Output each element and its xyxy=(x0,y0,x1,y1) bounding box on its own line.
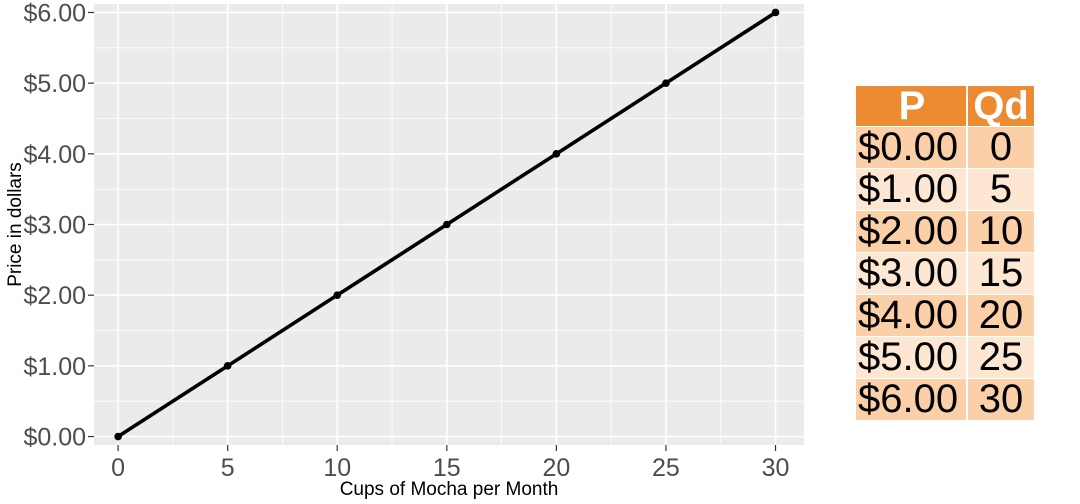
table-row: $2.00 10 xyxy=(856,210,1034,252)
price-cell: $5.00 xyxy=(856,336,968,378)
x-tick-label: 0 xyxy=(111,454,125,482)
price-cell: $2.00 xyxy=(856,210,968,252)
price-cell: $3.00 xyxy=(856,252,968,294)
data-point xyxy=(771,8,780,17)
y-tick-label: $0.00 xyxy=(23,424,86,452)
quantity-cell: 10 xyxy=(968,210,1034,252)
y-tick-label: $1.00 xyxy=(23,353,86,381)
series-layer xyxy=(114,8,780,441)
y-axis-title: Price in dollars xyxy=(5,162,26,287)
quantity-cell: 5 xyxy=(968,168,1034,210)
x-tick-label: 15 xyxy=(433,454,461,482)
table-body: $0.00 0 $1.00 5 $2.00 10 $3.00 15 $4.00 20 $5.00 25… xyxy=(856,126,1034,420)
y-tick-label: $5.00 xyxy=(23,70,86,98)
x-tick-label: 10 xyxy=(323,454,351,482)
price-cell: $1.00 xyxy=(856,168,968,210)
y-tick-label: $6.00 xyxy=(23,0,86,27)
table-header-row: P Qd xyxy=(856,86,1034,126)
table-row: $4.00 20 xyxy=(856,294,1034,336)
demand-chart: 0 5 10 15 20 25 30 $0.00 $1.00 $2.00 $3.00 $4.00 $5… xyxy=(5,0,804,500)
quantity-cell: 0 xyxy=(968,126,1034,168)
header-quantity: Qd xyxy=(968,86,1034,126)
x-axis-title: Cups of Mocha per Month xyxy=(340,479,559,500)
data-point xyxy=(552,150,561,158)
x-tick-label: 5 xyxy=(221,454,235,482)
table-row: $1.00 5 xyxy=(856,168,1034,210)
data-point xyxy=(333,291,342,299)
data-point xyxy=(443,220,451,229)
y-tick-label: $4.00 xyxy=(23,141,86,169)
price-cell: $4.00 xyxy=(856,294,968,336)
y-tick-label: $2.00 xyxy=(23,282,86,310)
data-point xyxy=(662,79,670,87)
header-price: P xyxy=(856,86,968,126)
table-row: $6.00 30 xyxy=(856,378,1034,420)
quantity-cell: 30 xyxy=(968,378,1034,420)
quantity-cell: 15 xyxy=(968,252,1034,294)
grid-lines xyxy=(94,4,804,445)
x-tick-label: 30 xyxy=(762,454,790,482)
y-tick-label: $3.00 xyxy=(23,212,86,240)
x-tick-label: 25 xyxy=(652,454,680,482)
table-row: $3.00 15 xyxy=(856,252,1034,294)
price-quantity-table: P Qd $0.00 0 $1.00 5 $2.00 10 $3.00 15 $4.00 20 $5.… xyxy=(856,86,1034,420)
x-axis: 0 5 10 15 20 25 30 xyxy=(111,445,789,482)
table-row: $0.00 0 xyxy=(856,126,1034,168)
table-row: $5.00 25 xyxy=(856,336,1034,378)
quantity-cell: 25 xyxy=(968,336,1034,378)
price-cell: $6.00 xyxy=(856,378,968,420)
quantity-cell: 20 xyxy=(968,294,1034,336)
data-point xyxy=(223,362,232,370)
x-tick-label: 20 xyxy=(542,454,570,482)
price-cell: $0.00 xyxy=(856,126,968,168)
y-axis: $0.00 $1.00 $2.00 $3.00 $4.00 $5.00 $6.00 xyxy=(23,0,94,452)
data-point xyxy=(114,432,122,441)
